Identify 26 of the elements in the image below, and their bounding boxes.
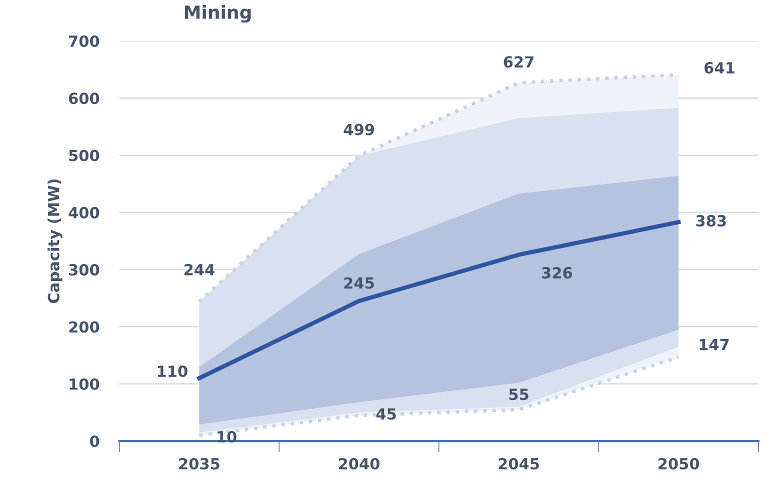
data-label: 244	[184, 264, 214, 276]
y-tick-label: 200	[69, 321, 100, 333]
y-tick-label: 400	[68, 206, 100, 218]
chart-title: Mining	[184, 5, 251, 23]
x-tick-label: 2050	[658, 458, 700, 470]
data-label: 326	[542, 267, 572, 279]
y-tick-label: 600	[68, 92, 100, 104]
data-label: 641	[704, 62, 734, 74]
data-label: 45	[376, 408, 396, 420]
y-axis-title: Capacity (MW)	[48, 179, 62, 304]
data-label: 55	[509, 388, 528, 400]
y-tick-label: 700	[69, 35, 100, 47]
data-label: 383	[696, 215, 726, 227]
data-label: 245	[344, 277, 374, 289]
x-tick-label: 2040	[338, 458, 380, 470]
x-tick-label: 2035	[179, 458, 220, 470]
data-label: 147	[700, 338, 729, 350]
y-tick-label: 300	[69, 264, 100, 276]
x-tick-label: 2045	[498, 458, 539, 470]
data-label: 110	[158, 365, 188, 378]
y-tick-label: 0	[90, 435, 100, 448]
y-tick-label: 100	[70, 378, 100, 390]
y-tick-label: 500	[69, 150, 100, 162]
data-label: 627	[504, 56, 534, 68]
data-label: 10	[218, 430, 236, 443]
data-label: 499	[344, 124, 374, 136]
